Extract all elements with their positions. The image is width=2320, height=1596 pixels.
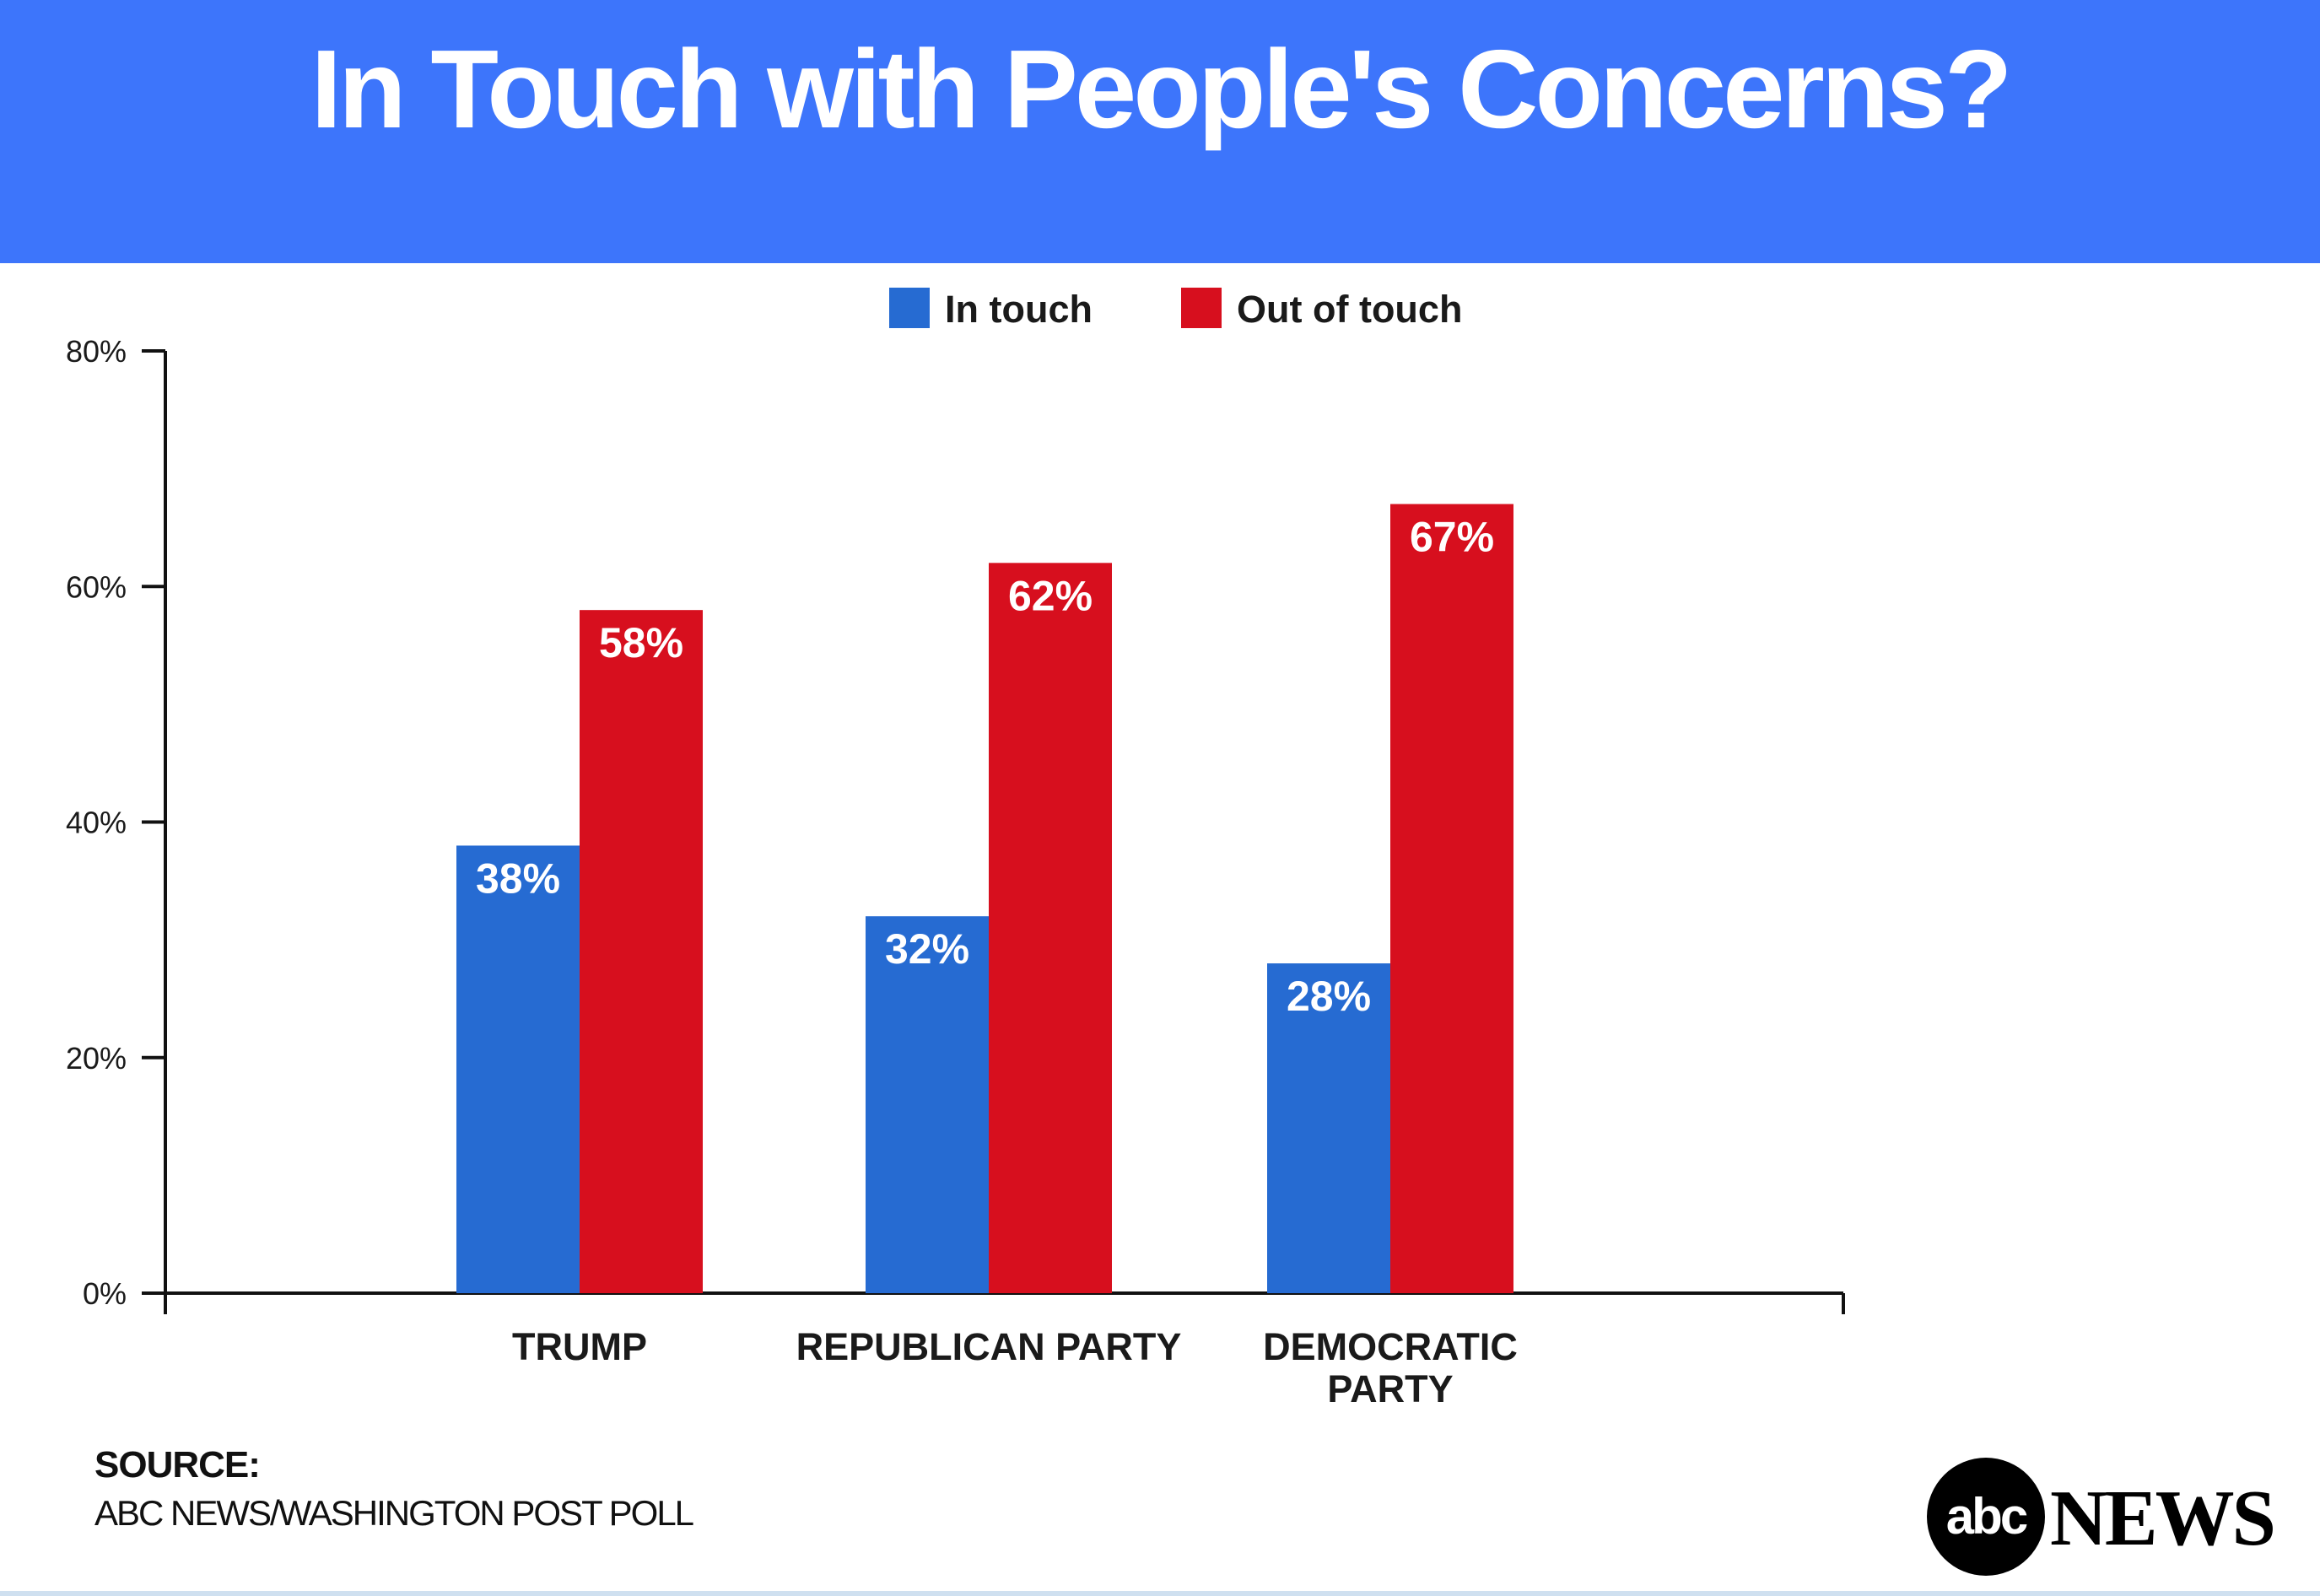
y-tick-label: 80%	[66, 334, 127, 369]
bar	[866, 916, 989, 1293]
bar	[456, 845, 580, 1293]
bar-value-label: 28%	[1287, 973, 1371, 1020]
category-label: PARTY	[1327, 1367, 1453, 1410]
abc-logo-text: abc	[1945, 1488, 2028, 1545]
y-tick-label: 40%	[66, 806, 127, 840]
abc-news-logo: abc NEWS	[1927, 1458, 2281, 1576]
bar-value-label: 38%	[476, 855, 560, 902]
bar	[989, 563, 1112, 1293]
bar	[1267, 963, 1390, 1293]
bar	[580, 610, 703, 1293]
bar	[1390, 504, 1513, 1293]
bar-value-label: 58%	[599, 619, 683, 666]
news-logo-text: NEWS	[2050, 1475, 2276, 1562]
bottom-rule	[0, 1591, 2320, 1596]
legend-swatch	[889, 288, 930, 328]
header-banner: In Touch with People's Concerns?	[0, 0, 2320, 263]
y-tick-label: 20%	[66, 1041, 127, 1076]
y-tick-label: 0%	[83, 1276, 127, 1311]
source-heading: SOURCE:	[94, 1444, 261, 1485]
category-label: TRUMP	[512, 1325, 647, 1368]
y-tick-label: 60%	[66, 569, 127, 604]
bar-value-label: 32%	[885, 925, 969, 973]
legend-label: In touch	[945, 288, 1093, 331]
category-label: DEMOCRATIC	[1263, 1325, 1518, 1368]
bar-value-label: 67%	[1410, 514, 1494, 561]
axes: 0% 20% 40% 60% 80%	[66, 334, 1845, 1314]
chart-title: In Touch with People's Concerns?	[310, 27, 2012, 151]
legend: In touch Out of touch	[889, 288, 1462, 331]
bar-labels: 38% 58% 32% 62% 28% 67%	[476, 514, 1494, 1021]
legend-label: Out of touch	[1237, 288, 1462, 331]
legend-swatch	[1181, 288, 1222, 328]
abc-logo-circle	[1927, 1458, 2045, 1576]
bars	[456, 504, 1513, 1293]
category-label: REPUBLICAN PARTY	[796, 1325, 1182, 1368]
source-text: ABC NEWS/WASHINGTON POST POLL	[94, 1493, 694, 1533]
bar-value-label: 62%	[1008, 572, 1093, 619]
